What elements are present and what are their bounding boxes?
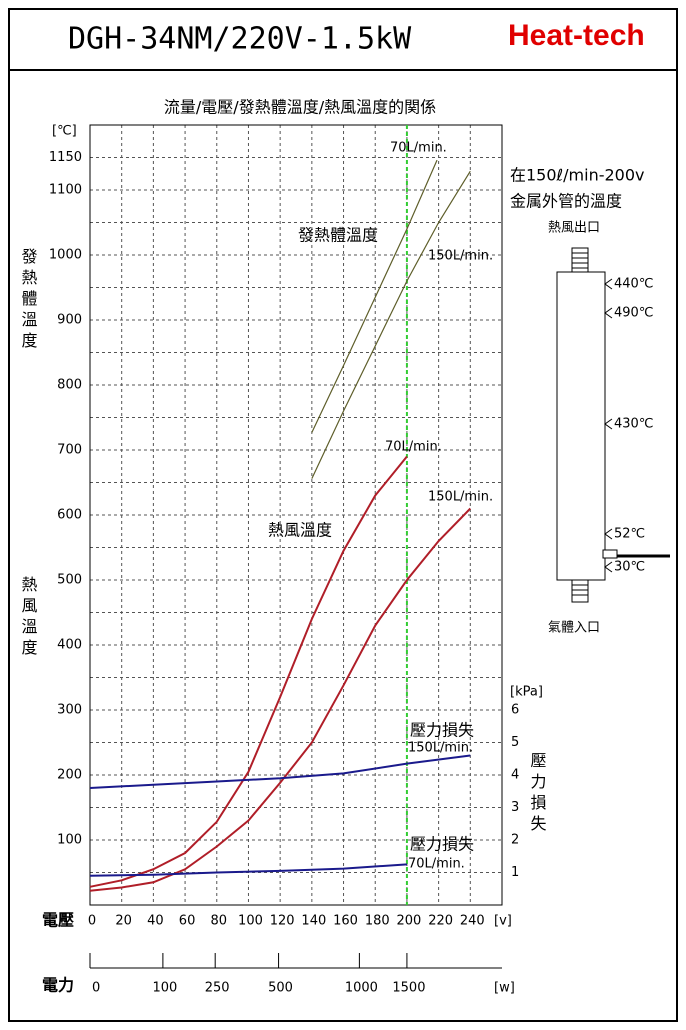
annotation: 70L/min. (390, 141, 447, 156)
annotation: 壓力損失 (410, 721, 474, 740)
x-tick-label: 240 (460, 914, 485, 929)
y-tick-label: 600 (57, 508, 82, 523)
y2-tick-label: 6 (511, 703, 519, 718)
x-label: 電壓 (42, 911, 74, 930)
annotation: 150L/min. (428, 490, 493, 505)
y-tick-label: 100 (57, 833, 82, 848)
temp-label: 440℃ (614, 277, 653, 292)
frame (8, 8, 678, 1022)
x-tick-label: 20 (115, 914, 132, 929)
axis-title: 發熱體溫度 (19, 248, 38, 353)
y-tick-label: 1100 (49, 183, 82, 198)
x2-tick-label: 0 (92, 981, 100, 996)
series-line (89, 455, 408, 888)
y-tick-label: 400 (57, 638, 82, 653)
x2-tick-label: 250 (205, 981, 230, 996)
y-unit: [℃] (52, 124, 77, 139)
x-tick-label: 40 (147, 914, 164, 929)
diagram-title: 在150ℓ/min-200v (510, 166, 645, 185)
y-tick-label: 200 (57, 768, 82, 783)
series-line (89, 754, 471, 789)
brand: Heat-tech (508, 19, 645, 52)
x2-tick-label: 500 (268, 981, 293, 996)
plot-frame (89, 124, 503, 906)
x2-unit: [w] (494, 981, 515, 996)
y-tick-label: 700 (57, 443, 82, 458)
x-tick-label: 0 (88, 914, 96, 929)
inlet-label: 氣體入口 (548, 621, 600, 636)
y2-tick-label: 2 (511, 833, 519, 848)
y2-tick-label: 1 (511, 865, 519, 880)
x-tick-label: 120 (270, 914, 295, 929)
series-line (311, 159, 438, 433)
diagram-title: 金属外管的溫度 (510, 192, 622, 211)
annotation: 70L/min. (385, 440, 442, 455)
axis-title: 壓力損失 (528, 752, 547, 836)
temp-marker (604, 528, 613, 540)
y-tick-label: 500 (57, 573, 82, 588)
y2-tick-label: 5 (511, 735, 519, 750)
heater-drawing (556, 247, 670, 603)
temp-marker (604, 278, 613, 290)
x-tick-label: 220 (428, 914, 453, 929)
y2-tick-label: 4 (511, 768, 519, 783)
x-tick-label: 60 (179, 914, 196, 929)
x2-tick-label: 1000 (345, 981, 378, 996)
annotation: 70L/min. (408, 857, 465, 872)
temp-label: 52℃ (614, 527, 645, 542)
y-tick-label: 800 (57, 378, 82, 393)
chart-title: 流量/電壓/發熱體溫度/熱風溫度的関係 (164, 98, 436, 117)
y-tick-label: 1000 (49, 248, 82, 263)
y2-tick-label: 3 (511, 800, 519, 815)
y-tick-label: 900 (57, 313, 82, 328)
series-line (89, 863, 407, 877)
temp-label: 430℃ (614, 417, 653, 432)
model: DGH-34NM/220V-1.5kW (68, 22, 412, 57)
temp-label: 490℃ (614, 306, 653, 321)
temp-marker (604, 307, 613, 319)
temp-label: 30℃ (614, 560, 645, 575)
annotation: 發熱體溫度 (298, 226, 378, 245)
x-tick-label: 200 (397, 914, 422, 929)
temp-marker (604, 418, 613, 430)
annotation: 壓力損失 (410, 835, 474, 854)
x2-label: 電力 (42, 976, 74, 995)
temp-marker (604, 561, 613, 573)
series-line (311, 170, 471, 479)
y-tick-label: 1150 (49, 150, 82, 165)
x-unit: [v] (494, 914, 512, 929)
annotation: 150L/min. (408, 741, 473, 756)
annotation: 150L/min. (428, 249, 493, 264)
x-tick-label: 180 (365, 914, 390, 929)
outlet-label: 熱風出口 (548, 221, 600, 236)
x2-tick-label: 100 (152, 981, 177, 996)
x-tick-label: 140 (301, 914, 326, 929)
series-line (89, 507, 472, 892)
annotation: 熱風溫度 (268, 521, 332, 540)
x2-tick-label: 1500 (392, 981, 425, 996)
y-tick-label: 300 (57, 703, 82, 718)
axis-title: 熱風溫度 (19, 576, 38, 660)
y2-unit: [kPa] (510, 685, 543, 700)
x-tick-label: 100 (238, 914, 263, 929)
x-tick-label: 80 (210, 914, 227, 929)
x-tick-label: 160 (333, 914, 358, 929)
